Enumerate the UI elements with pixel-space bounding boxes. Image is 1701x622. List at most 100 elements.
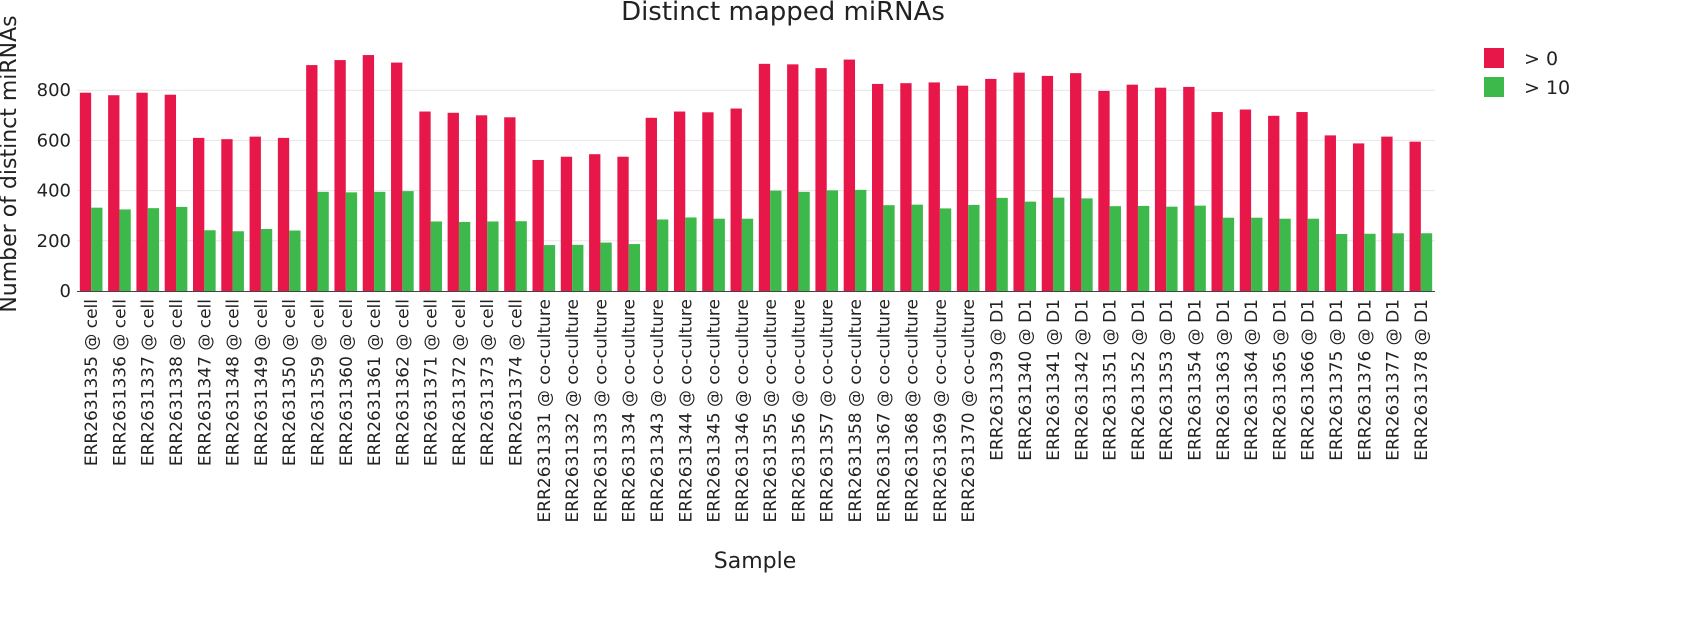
bar-gt0[interactable] [1352, 143, 1365, 291]
bar-gt10[interactable] [911, 204, 923, 291]
bar-gt10[interactable] [826, 190, 839, 291]
bar-gt10[interactable] [855, 189, 867, 291]
bar-gt0[interactable] [645, 117, 657, 291]
bar-gt0[interactable] [249, 136, 261, 291]
bar-gt0[interactable] [306, 65, 318, 291]
bar-gt0[interactable] [1013, 72, 1025, 291]
bar-gt0[interactable] [815, 68, 827, 291]
bar-gt0[interactable] [277, 137, 290, 291]
bar-gt10[interactable] [232, 231, 244, 291]
bar-gt10[interactable] [1279, 218, 1291, 291]
bar-gt0[interactable] [673, 111, 686, 291]
bar-gt0[interactable] [1126, 84, 1138, 292]
bar-gt10[interactable] [204, 230, 216, 291]
bar-gt10[interactable] [939, 208, 952, 291]
bar-gt0[interactable] [164, 94, 177, 291]
bar-gt10[interactable] [741, 218, 754, 291]
bar-gt10[interactable] [317, 191, 329, 291]
bar-gt0[interactable] [730, 108, 742, 292]
bar-gt10[interactable] [176, 206, 188, 291]
bar-gt0[interactable] [589, 154, 601, 291]
bar-gt0[interactable] [843, 59, 856, 291]
bar-gt10[interactable] [1081, 198, 1093, 291]
bar-gt10[interactable] [289, 230, 301, 291]
bar-gt10[interactable] [1024, 201, 1037, 291]
bar-gt10[interactable] [260, 229, 273, 291]
bar-gt10[interactable] [1053, 197, 1065, 291]
bar-gt10[interactable] [402, 191, 414, 291]
bar-gt10[interactable] [572, 244, 584, 291]
bar-gt10[interactable] [430, 221, 442, 291]
bar-gt10[interactable] [515, 221, 527, 291]
bar-gt0[interactable] [108, 95, 120, 291]
bar-gt10[interactable] [713, 218, 725, 291]
bar-gt10[interactable] [1307, 218, 1320, 291]
bar-gt10[interactable] [685, 217, 697, 291]
bar-gt0[interactable] [391, 62, 403, 292]
bar-gt0[interactable] [617, 156, 629, 291]
bar-gt10[interactable] [1420, 233, 1433, 291]
bar-gt10[interactable] [1222, 217, 1235, 291]
bar-gt0[interactable] [475, 115, 488, 291]
bar-gt10[interactable] [770, 190, 782, 291]
bar-gt10[interactable] [1166, 206, 1178, 291]
bar-gt10[interactable] [628, 244, 641, 291]
bar-gt0[interactable] [758, 63, 771, 292]
bar-gt10[interactable] [91, 207, 103, 291]
bar-gt0[interactable] [787, 64, 799, 291]
bar-gt0[interactable] [419, 111, 431, 291]
bar-gt0[interactable] [504, 117, 516, 291]
bar-gt0[interactable] [1296, 112, 1308, 291]
bar-gt0[interactable] [221, 139, 233, 291]
x-tick-label: ERR2631359 @ cell [308, 299, 328, 466]
bar-gt10[interactable] [883, 205, 895, 291]
bar-gt0[interactable] [1211, 112, 1223, 291]
bar-gt0[interactable] [1324, 135, 1336, 291]
bar-gt0[interactable] [1268, 115, 1280, 291]
bar-gt0[interactable] [362, 55, 375, 292]
bar-gt0[interactable] [447, 112, 459, 291]
bar-gt0[interactable] [928, 82, 940, 291]
bar-gt0[interactable] [79, 92, 92, 292]
bar-gt0[interactable] [334, 60, 346, 291]
bar-gt0[interactable] [956, 85, 969, 292]
bar-gt0[interactable] [1070, 73, 1082, 291]
bar-gt10[interactable] [656, 219, 669, 291]
bar-gt0[interactable] [532, 159, 544, 291]
bar-gt10[interactable] [487, 221, 499, 291]
bar-gt10[interactable] [543, 245, 556, 291]
bar-gt10[interactable] [1335, 234, 1348, 291]
bar-gt10[interactable] [119, 209, 131, 291]
bar-gt10[interactable] [1364, 233, 1376, 291]
bar-gt10[interactable] [600, 242, 612, 291]
bar-gt10[interactable] [996, 197, 1008, 291]
bar-gt0[interactable] [985, 78, 997, 291]
bar-gt10[interactable] [1392, 233, 1404, 291]
bar-gt0[interactable] [872, 83, 884, 292]
bar-gt10[interactable] [374, 191, 386, 291]
bar-gt0[interactable] [900, 83, 912, 291]
bar-gt0[interactable] [560, 156, 573, 291]
bar-gt10[interactable] [1137, 205, 1150, 291]
bar-gt0[interactable] [702, 112, 714, 291]
legend-item[interactable]: > 10 [1484, 77, 1570, 99]
bar-gt10[interactable] [1194, 205, 1206, 291]
bar-gt0[interactable] [1154, 87, 1167, 291]
bar-gt0[interactable] [193, 137, 205, 291]
bar-gt10[interactable] [968, 204, 980, 291]
bar-gt10[interactable] [1251, 217, 1263, 291]
bar-gt0[interactable] [1183, 86, 1195, 291]
bar-gt0[interactable] [1381, 136, 1393, 291]
bar-gt0[interactable] [1098, 90, 1110, 291]
bar-gt10[interactable] [798, 191, 810, 291]
bar-gt0[interactable] [1239, 109, 1252, 291]
legend-item[interactable]: > 0 [1484, 48, 1558, 70]
bar-gt10[interactable] [1109, 206, 1121, 291]
bar-gt0[interactable] [1409, 141, 1421, 291]
bar-gt0[interactable] [1041, 75, 1054, 291]
bar-gt0[interactable] [136, 92, 148, 292]
x-tick-label: ERR2631342 @ D1 [1072, 299, 1092, 461]
bar-gt10[interactable] [345, 192, 358, 291]
bar-gt10[interactable] [147, 208, 160, 291]
bar-gt10[interactable] [458, 221, 471, 291]
